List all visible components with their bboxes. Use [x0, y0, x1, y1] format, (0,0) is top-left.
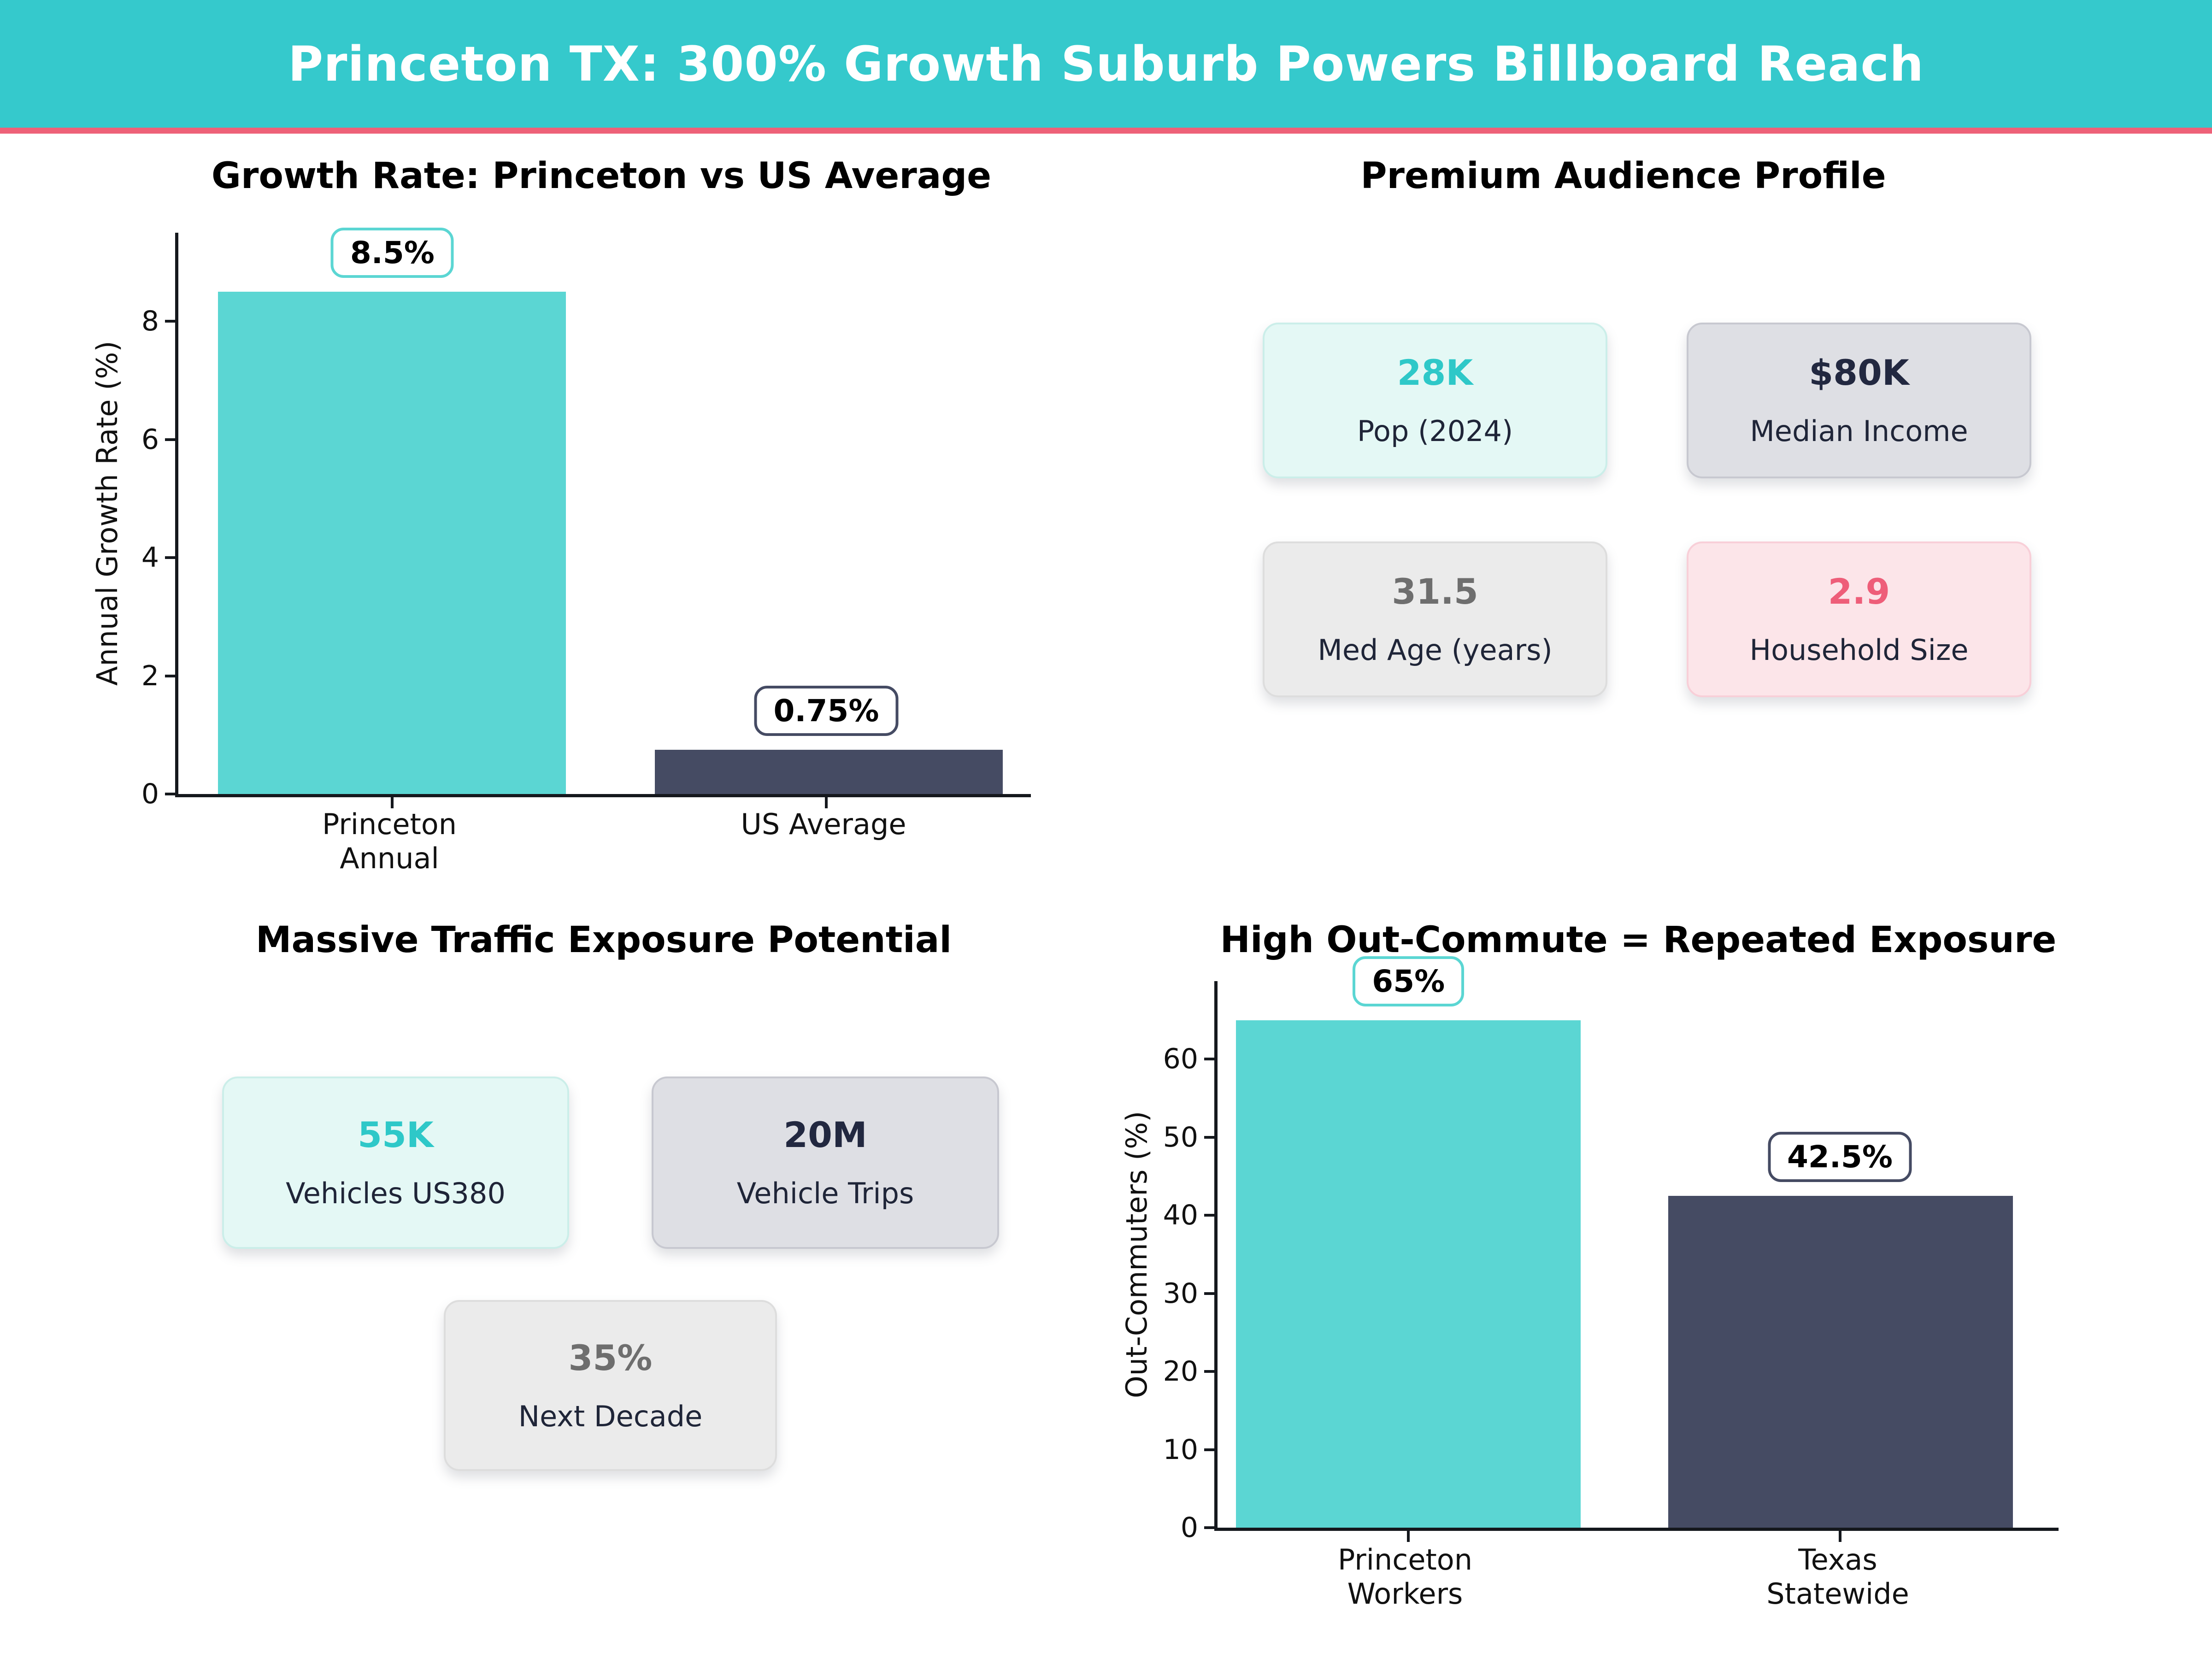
y-tick-mark [165, 793, 175, 795]
y-tick-label: 4 [141, 541, 159, 574]
stat-card-median-age: 31.5 Med Age (years) [1263, 541, 1607, 697]
x-tick-mark [1838, 1531, 1841, 1542]
y-tick-mark [165, 320, 175, 323]
y-tick-label: 8 [141, 305, 159, 338]
y-tick-mark [1204, 1292, 1214, 1295]
y-tick-label: 30 [1163, 1277, 1198, 1310]
growth-x-label-us-average: US Average [741, 807, 906, 841]
commute-bar-texas-statewide [1668, 1195, 2013, 1528]
y-tick-label: 0 [141, 778, 159, 810]
header-banner: Princeton TX: 300% Growth Suburb Powers … [0, 0, 2212, 128]
stat-card-next-decade: 35% Next Decade [444, 1300, 777, 1471]
commute-annotation-texas: 42.5% [1768, 1131, 1912, 1182]
y-tick-label: 60 [1163, 1043, 1198, 1076]
growth-bar-us-average [655, 749, 1003, 794]
stat-value: 55K [358, 1114, 434, 1155]
y-tick-mark [1204, 1214, 1214, 1217]
stat-label: Vehicle Trips [736, 1177, 914, 1210]
stat-card-vehicle-trips: 20M Vehicle Trips [652, 1077, 999, 1249]
stat-value: 2.9 [1828, 571, 1890, 612]
stat-label: Median Income [1750, 414, 1968, 448]
stat-value: 35% [568, 1337, 653, 1378]
stat-label: Pop (2024) [1357, 414, 1513, 448]
traffic-section-title: Massive Traffic Exposure Potential [255, 919, 952, 961]
commute-bar-princeton-workers [1236, 1020, 1581, 1528]
y-tick-label: 6 [141, 423, 159, 456]
growth-x-label-princeton: Princeton Annual [322, 807, 457, 876]
stat-label: Next Decade [518, 1399, 703, 1433]
commute-annotation-princeton: 65% [1353, 956, 1465, 1006]
x-tick-mark [391, 797, 394, 808]
y-tick-mark [1204, 1526, 1214, 1529]
y-tick-label: 10 [1163, 1433, 1198, 1466]
y-tick-mark [1204, 1058, 1214, 1061]
y-tick-label: 20 [1163, 1355, 1198, 1388]
y-tick-mark [1204, 1135, 1214, 1139]
y-tick-mark [1204, 1370, 1214, 1373]
stat-label: Vehicles US380 [286, 1177, 506, 1210]
growth-annotation-us-average: 0.75% [754, 685, 899, 736]
y-tick-label: 2 [141, 659, 159, 692]
y-tick-mark [1204, 1448, 1214, 1451]
y-tick-mark [165, 438, 175, 441]
stat-value: $80K [1809, 352, 1909, 393]
growth-chart-y-axis-label: Annual Growth Rate (%) [90, 341, 124, 686]
stat-label: Med Age (years) [1318, 633, 1553, 667]
stat-value: 31.5 [1392, 571, 1478, 612]
y-tick-label: 0 [1180, 1512, 1198, 1544]
x-tick-mark [825, 797, 828, 808]
stat-value: 28K [1397, 352, 1473, 393]
growth-chart-plot: 8.5% 0.75% 0 2 4 6 8 [141, 228, 1031, 808]
header-accent-bar [0, 128, 2212, 134]
commute-x-label-texas: Texas Statewide [1766, 1543, 1909, 1611]
y-tick-mark [165, 674, 175, 677]
commute-chart-y-axis-label: Out-Commuters (%) [1120, 1111, 1153, 1398]
growth-chart-title: Growth Rate: Princeton vs US Average [211, 155, 992, 197]
x-tick-mark [1407, 1531, 1410, 1542]
audience-section-title: Premium Audience Profile [1360, 155, 1886, 197]
commute-x-label-princeton: Princeton Workers [1337, 1543, 1473, 1611]
commute-chart-plot: 65% 42.5% 0 10 20 30 40 50 60 [1163, 956, 2059, 1542]
y-tick-label: 40 [1163, 1199, 1198, 1232]
stat-card-population: 28K Pop (2024) [1263, 323, 1607, 478]
page-title: Princeton TX: 300% Growth Suburb Powers … [288, 35, 1924, 92]
stat-card-median-income: $80K Median Income [1687, 323, 2031, 478]
stat-card-vehicles: 55K Vehicles US380 [222, 1077, 569, 1249]
stat-label: Household Size [1749, 633, 1969, 667]
stat-card-household-size: 2.9 Household Size [1687, 541, 2031, 697]
y-tick-mark [165, 556, 175, 559]
growth-bar-princeton [218, 292, 566, 794]
growth-annotation-princeton: 8.5% [330, 228, 454, 278]
commute-chart-title: High Out-Commute = Repeated Exposure [1220, 919, 2057, 961]
y-tick-label: 50 [1163, 1121, 1198, 1153]
stat-value: 20M [783, 1114, 867, 1155]
